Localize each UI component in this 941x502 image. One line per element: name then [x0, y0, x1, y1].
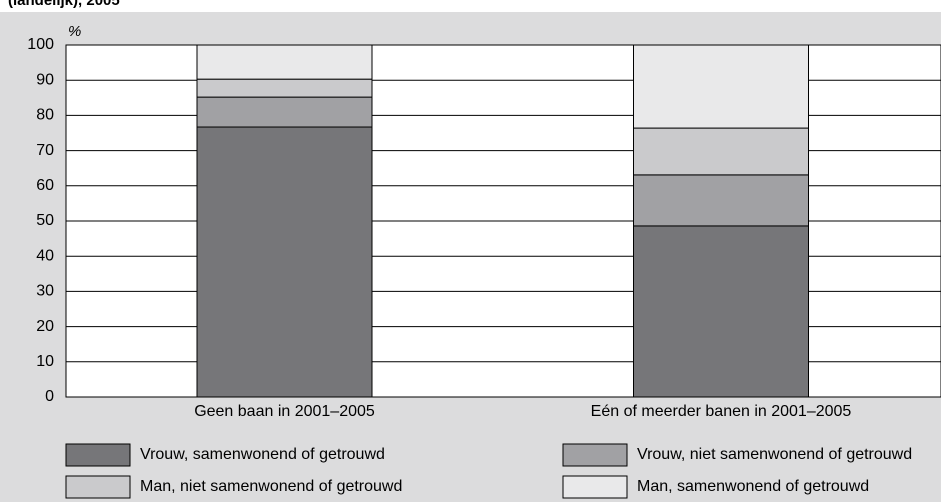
y-tick-label: 70: [36, 142, 54, 159]
y-axis-label: %: [68, 23, 81, 40]
legend-swatch: [65, 475, 131, 499]
legend-label: Vrouw, samenwonend of getrouwd: [140, 446, 385, 463]
y-tick-label: 90: [36, 71, 54, 88]
y-tick-label: 20: [36, 318, 54, 335]
legend-label: Man, samenwonend of getrouwd: [637, 478, 869, 495]
y-tick-label: 100: [27, 36, 54, 53]
y-tick-label: 80: [36, 107, 54, 124]
bar-segment: [196, 44, 373, 80]
y-tick-label: 50: [36, 212, 54, 229]
x-tick-label: Geen baan in 2001–2005: [194, 403, 375, 420]
legend-label: Vrouw, niet samenwonend of getrouwd: [637, 446, 912, 463]
y-tick-label: 10: [36, 353, 54, 370]
legend-swatch: [562, 475, 628, 499]
x-tick-label: Eén of meerder banen in 2001–2005: [591, 403, 852, 420]
legend-label: Man, niet samenwonend of getrouwd: [140, 478, 402, 495]
bar-segment: [196, 96, 373, 128]
legend-swatch: [562, 443, 628, 467]
bar-segment: [633, 225, 809, 398]
chart-title: (landelijk), 2005: [8, 0, 120, 9]
bar-segment: [633, 174, 809, 227]
y-tick-label: 30: [36, 283, 54, 300]
bar-segment: [633, 127, 809, 176]
bar-segment: [633, 44, 809, 129]
y-tick-label: 0: [45, 388, 54, 405]
bar-segment: [196, 78, 373, 98]
y-tick-label: 40: [36, 247, 54, 264]
bar-segment: [196, 126, 373, 398]
legend-swatch: [65, 443, 131, 467]
y-tick-label: 60: [36, 177, 54, 194]
